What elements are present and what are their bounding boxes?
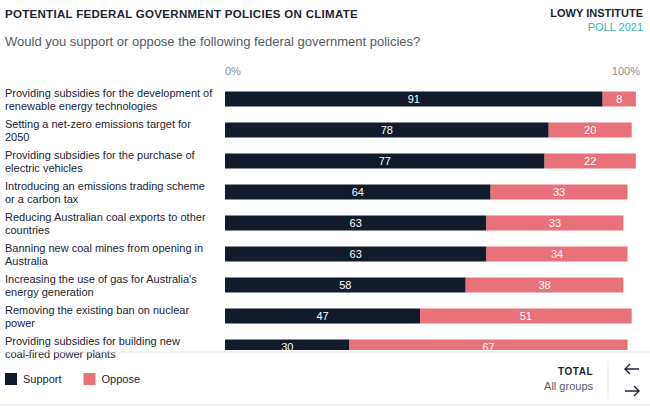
- separator: [0, 405, 650, 406]
- data-label: 38: [538, 279, 550, 291]
- bar-segment: [225, 309, 420, 324]
- chart: POTENTIAL FEDERAL GOVERNMENT POLICIES ON…: [0, 0, 650, 420]
- category-label: Introducing an emissions trading schemeo…: [5, 180, 205, 205]
- bars: [225, 92, 636, 351]
- data-label: 30: [281, 341, 293, 353]
- bar-segment: [350, 340, 628, 351]
- separator: [0, 352, 650, 353]
- data-label: 33: [553, 186, 565, 198]
- data-label: 34: [551, 248, 563, 260]
- label-line: energy generation: [5, 286, 94, 298]
- data-label: 77: [379, 155, 391, 167]
- label-line: Australia: [5, 255, 49, 267]
- label-line: Setting a net-zero emissions target for: [5, 118, 191, 130]
- category-label: Reducing Australian coal exports to othe…: [5, 211, 206, 236]
- label-line: Banning new coal mines from opening in: [5, 242, 203, 254]
- bar-segment: [225, 92, 603, 107]
- category-label: Increasing the use of gas for Australia'…: [5, 273, 197, 298]
- legend-swatch: [84, 373, 96, 385]
- bar-segment: [486, 247, 627, 262]
- data-label: 8: [616, 93, 622, 105]
- bar-segment: [491, 185, 628, 200]
- category-label: Setting a net-zero emissions target for2…: [5, 118, 191, 143]
- data-label: 20: [584, 124, 596, 136]
- data-label: 22: [584, 155, 596, 167]
- background: [0, 0, 650, 420]
- legend-label: Oppose: [102, 373, 141, 385]
- data-label: 33: [549, 217, 561, 229]
- bar-segment: [603, 92, 636, 107]
- data-label: 58: [339, 279, 351, 291]
- filter-title: TOTAL: [558, 366, 593, 377]
- category-label: Removing the existing ban on nuclearpowe…: [5, 304, 189, 329]
- data-label: 78: [381, 124, 393, 136]
- tick-label: 0%: [225, 65, 241, 77]
- data-label: 47: [316, 310, 328, 322]
- brand: LOWY INSTITUTE: [550, 7, 643, 19]
- filter-value: All groups: [544, 380, 593, 392]
- label-line: coal-fired power plants: [5, 348, 116, 360]
- tick-label: 100%: [612, 65, 640, 77]
- bar-segment: [225, 247, 486, 262]
- bar-segment: [225, 278, 466, 293]
- prev-arrow[interactable]: [625, 364, 639, 374]
- label-line: or a carbon tax: [5, 193, 79, 205]
- label-line: Increasing the use of gas for Australia'…: [5, 273, 197, 285]
- category-label: Providing subsidies for the development …: [5, 87, 213, 112]
- bar-segment: [545, 154, 636, 169]
- label-line: Reducing Australian coal exports to othe…: [5, 211, 206, 223]
- legend-swatch: [5, 373, 17, 385]
- label-line: Providing subsidies for the purchase of: [5, 149, 195, 161]
- label-line: Removing the existing ban on nuclear: [5, 304, 189, 316]
- divider: [608, 362, 609, 398]
- poll-year: POLL 2021: [588, 21, 643, 33]
- next-arrow[interactable]: [625, 386, 639, 396]
- data-label: 64: [352, 186, 364, 198]
- bar-segment: [466, 278, 624, 293]
- data-label: 91: [408, 93, 420, 105]
- label-line: electric vehicles: [5, 162, 83, 174]
- bar-segment: [225, 123, 549, 138]
- category-label: Banning new coal mines from opening inAu…: [5, 242, 203, 267]
- label-line: Introducing an emissions trading scheme: [5, 180, 205, 192]
- data-label: 51: [520, 310, 532, 322]
- category-label: Providing subsidies for the purchase ofe…: [5, 149, 195, 174]
- subtitle: Would you support or oppose the followin…: [5, 34, 420, 49]
- legend-label: Support: [23, 373, 62, 385]
- legend: Support Oppose: [5, 373, 140, 385]
- bar-segment: [486, 216, 623, 231]
- bar-segment: [225, 185, 491, 200]
- category-label: Providing subsidies for building newcoal…: [5, 335, 180, 360]
- bar-segment: [420, 309, 632, 324]
- label-line: renewable energy technologies: [5, 100, 158, 112]
- label-line: Providing subsidies for building new: [5, 335, 180, 347]
- bar-segment: [225, 340, 350, 351]
- label-line: Providing subsidies for the development …: [5, 87, 213, 99]
- bar-segment: [549, 123, 632, 138]
- data-label: 63: [350, 248, 362, 260]
- label-line: power: [5, 317, 35, 329]
- bar-segment: [225, 154, 545, 169]
- bar-segment: [225, 216, 486, 231]
- label-line: 2050: [5, 131, 29, 143]
- label-line: countries: [5, 224, 50, 236]
- data-label: 67: [482, 341, 494, 353]
- data-label: 63: [350, 217, 362, 229]
- data-labels: 91 8 78 20 77 22 64 33 63 33 63 34 58 38 47 51 30 67: [281, 93, 622, 353]
- title: POTENTIAL FEDERAL GOVERNMENT POLICIES ON…: [5, 8, 358, 20]
